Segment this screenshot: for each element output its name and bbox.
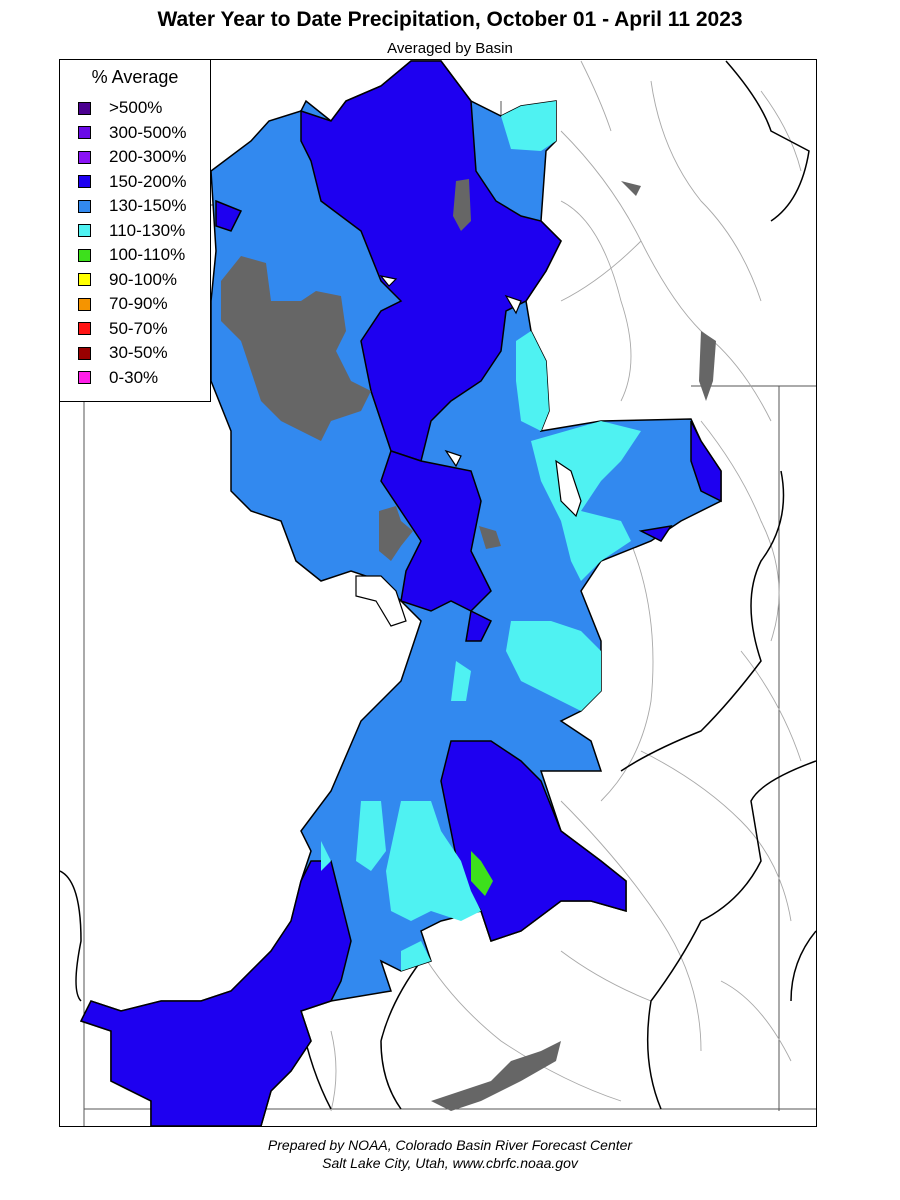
legend-item: 30-50% — [78, 342, 168, 364]
legend-label: 130-150% — [109, 196, 187, 215]
utah-lake — [379, 506, 413, 561]
no-data-patches — [355, 275, 582, 627]
legend-item: 150-200% — [78, 171, 187, 193]
legend-swatch — [78, 297, 91, 311]
legend-item: >500% — [78, 97, 162, 119]
lakes — [221, 179, 716, 1111]
legend-item: 70-90% — [78, 293, 168, 315]
legend-swatch — [78, 224, 91, 237]
credit-line-2: Salt Lake City, Utah, www.cbrfc.noaa.gov — [322, 1155, 578, 1171]
legend-swatch — [78, 371, 91, 384]
legend-item: 110-130% — [78, 220, 185, 242]
legend-swatch — [78, 150, 91, 164]
legend-item: 300-500% — [78, 122, 187, 144]
flaming-gorge — [699, 331, 716, 401]
river-network — [330, 60, 802, 1112]
legend-item: 130-150% — [78, 195, 187, 217]
legend-item: 50-70% — [78, 318, 168, 340]
map-subtitle: Averaged by Basin — [387, 40, 513, 57]
legend-swatch — [78, 346, 91, 360]
basin-map — [60, 60, 816, 1126]
bear-lake — [453, 179, 471, 231]
legend-label: 110-130% — [109, 220, 186, 240]
legend-swatch — [78, 126, 91, 139]
legend-label: 50-70% — [109, 318, 168, 338]
basin-region-100-110 — [471, 851, 493, 896]
credit-line-1: Prepared by NOAA, Colorado Basin River F… — [267, 1137, 633, 1153]
legend-label: >500% — [109, 98, 163, 117]
legend-swatch — [78, 101, 91, 115]
legend-label: 70-90% — [109, 294, 168, 313]
legend-label: 300-500% — [109, 122, 187, 142]
legend-label: 100-110% — [109, 245, 186, 264]
legend-swatch — [78, 175, 91, 188]
legend-item: 100-110% — [78, 244, 185, 266]
legend-item: 0-30% — [78, 367, 158, 389]
basin-regions-150-200 — [79, 60, 722, 1126]
legend-item: 90-100% — [78, 269, 177, 291]
lake-powell — [431, 1041, 561, 1111]
legend-label: 30-50% — [109, 343, 168, 362]
legend-label: 90-100% — [109, 269, 178, 289]
map-area — [59, 59, 817, 1127]
legend-swatch — [78, 248, 91, 262]
legend: % Average >500% 300-500% 200-300% 150-200% 1… — [59, 59, 211, 402]
legend-title: % Average — [91, 67, 179, 87]
great-salt-lake — [221, 256, 371, 441]
legend-swatch — [78, 273, 91, 286]
reservoir-north — [621, 181, 641, 196]
legend-label: 150-200% — [109, 171, 187, 191]
basin-regions-110-130 — [321, 101, 641, 971]
map-title: Water Year to Date Precipitation, Octobe… — [157, 8, 743, 31]
legend-label: 200-300% — [109, 147, 187, 166]
legend-swatch — [78, 199, 91, 213]
legend-item: 200-300% — [78, 146, 187, 168]
reservoir-east — [479, 526, 501, 549]
legend-swatch — [78, 322, 91, 335]
legend-label: 0-30% — [109, 367, 159, 387]
